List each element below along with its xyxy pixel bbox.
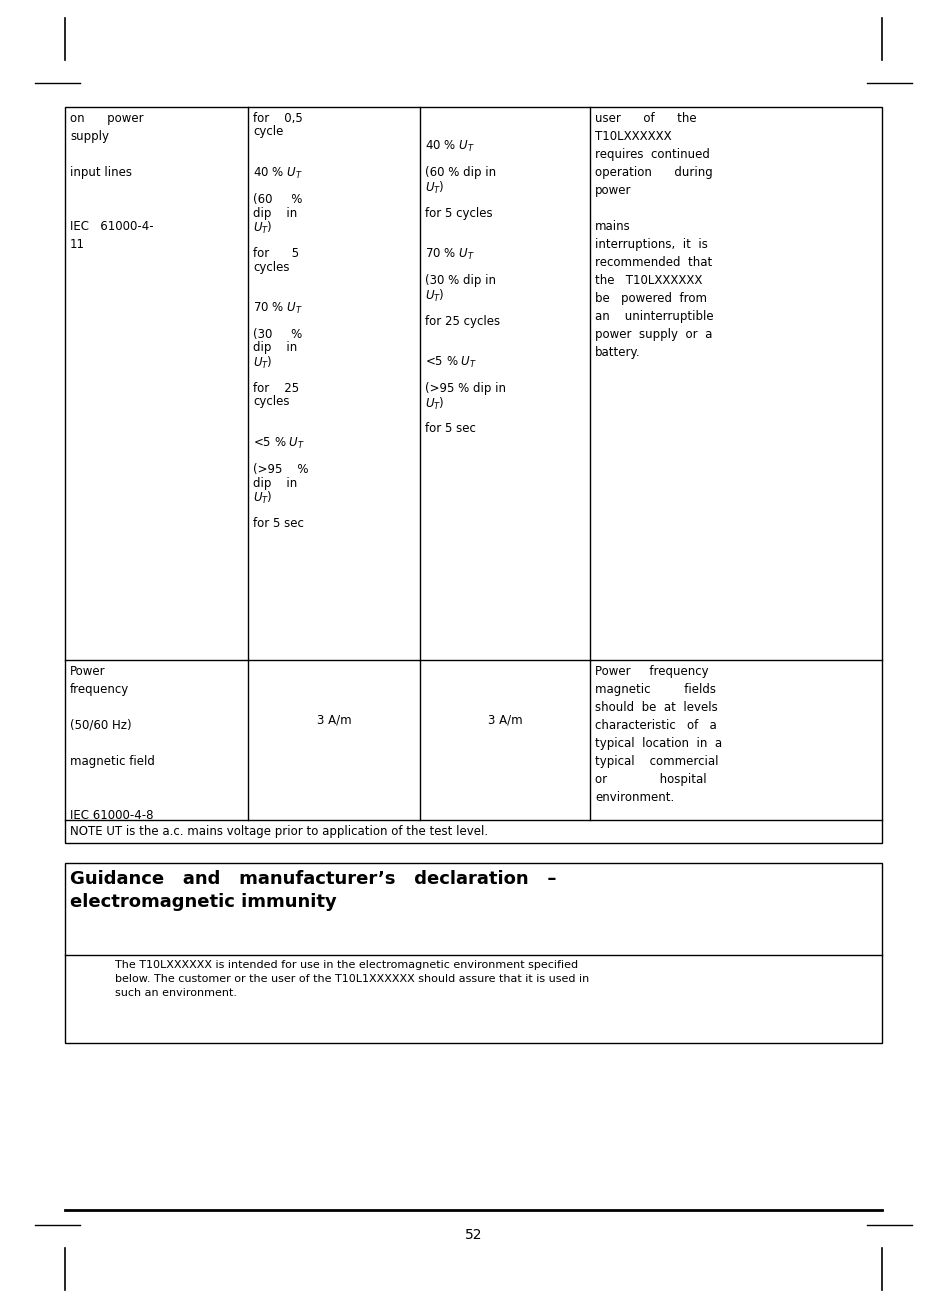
Text: 70 % $U_T$: 70 % $U_T$: [425, 247, 474, 262]
Text: for 5 sec: for 5 sec: [253, 517, 304, 530]
Text: for 5 sec: for 5 sec: [425, 422, 476, 436]
Text: $U_T$): $U_T$): [253, 354, 273, 371]
Text: 3 A/m: 3 A/m: [488, 713, 523, 726]
Text: (60     %: (60 %: [253, 194, 302, 205]
Text: user      of      the
T10LXXXXXX
requires  continued
operation      during
power: user of the T10LXXXXXX requires continue…: [595, 112, 714, 358]
Text: <5 % $U_T$: <5 % $U_T$: [425, 354, 477, 370]
Text: <5 % $U_T$: <5 % $U_T$: [253, 436, 305, 451]
Bar: [65, 863, 882, 1042]
Text: (30 % dip in: (30 % dip in: [425, 273, 496, 286]
Text: (>95 % dip in: (>95 % dip in: [425, 382, 506, 395]
Text: 52: 52: [465, 1228, 482, 1243]
Text: The T10LXXXXXX is intended for use in the electromagnetic environment specified
: The T10LXXXXXX is intended for use in th…: [115, 960, 589, 998]
Text: dip    in: dip in: [253, 341, 297, 354]
Text: on      power
supply

input lines


IEC   61000-4-
11: on power supply input lines IEC 61000-4-…: [70, 112, 153, 251]
Text: 3 A/m: 3 A/m: [316, 713, 351, 726]
Text: Power
frequency

(50/60 Hz)

magnetic field


IEC 61000-4-8: Power frequency (50/60 Hz) magnetic fiel…: [70, 664, 155, 821]
Text: 70 % $U_T$: 70 % $U_T$: [253, 301, 303, 317]
Text: $U_T$): $U_T$): [253, 490, 273, 506]
Text: cycles: cycles: [253, 260, 290, 273]
Text: (>95    %: (>95 %: [253, 463, 309, 476]
Text: $U_T$): $U_T$): [425, 288, 444, 303]
Text: (30     %: (30 %: [253, 328, 302, 341]
Text: for 25 cycles: for 25 cycles: [425, 314, 500, 327]
Text: $U_T$): $U_T$): [425, 179, 444, 196]
Text: for    25: for 25: [253, 382, 299, 395]
Text: Guidance   and   manufacturer’s   declaration   –
electromagnetic immunity: Guidance and manufacturer’s declaration …: [70, 871, 557, 910]
Text: $U_T$): $U_T$): [425, 395, 444, 412]
Text: (60 % dip in: (60 % dip in: [425, 166, 496, 179]
Text: NOTE UT is the a.c. mains voltage prior to application of the test level.: NOTE UT is the a.c. mains voltage prior …: [70, 825, 488, 838]
Text: 40 % $U_T$: 40 % $U_T$: [425, 139, 474, 154]
Text: 40 % $U_T$: 40 % $U_T$: [253, 166, 303, 181]
Text: cycle: cycle: [253, 126, 283, 139]
Text: $U_T$): $U_T$): [253, 220, 273, 237]
Text: for      5: for 5: [253, 247, 299, 260]
Text: dip    in: dip in: [253, 207, 297, 220]
Bar: [65, 107, 882, 842]
Text: for    0,5: for 0,5: [253, 112, 303, 126]
Text: dip    in: dip in: [253, 476, 297, 489]
Text: for 5 cycles: for 5 cycles: [425, 207, 492, 220]
Text: cycles: cycles: [253, 395, 290, 408]
Text: Power     frequency
magnetic         fields
should  be  at  levels
characteristi: Power frequency magnetic fields should b…: [595, 664, 723, 804]
